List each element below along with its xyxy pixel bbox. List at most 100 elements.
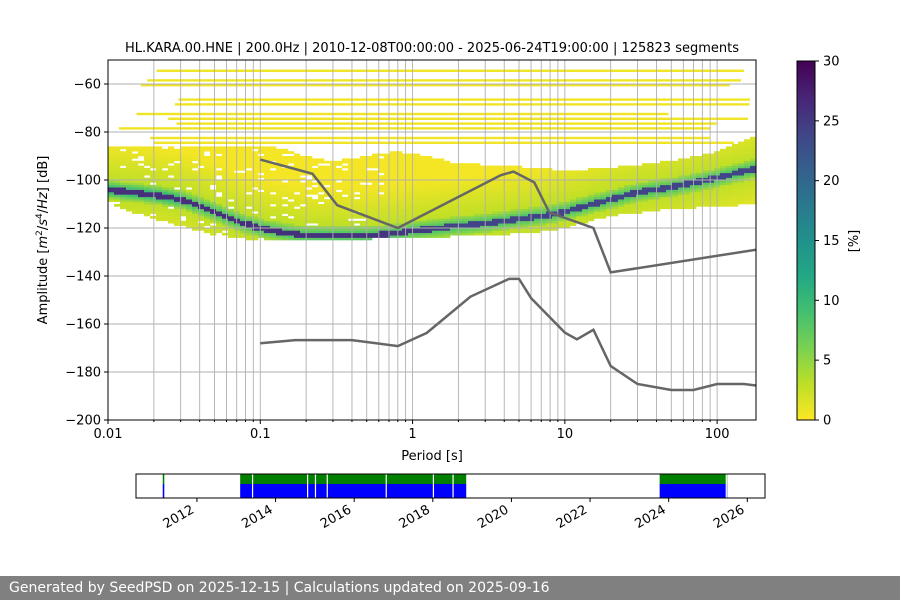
- heatmap-cell: [438, 201, 445, 205]
- heatmap-cell: [564, 172, 571, 176]
- heatmap-cell: [168, 216, 175, 219]
- heatmap-cell: [474, 225, 481, 229]
- heatmap-cell: [408, 232, 415, 236]
- heatmap-cell: [312, 199, 319, 202]
- heatmap-cell: [540, 168, 547, 171]
- heatmap-cell: [744, 139, 751, 142]
- heatmap-cell: [390, 168, 397, 171]
- heatmap-cell: [636, 168, 643, 171]
- heatmap-cell: [354, 158, 361, 162]
- heatmap-cell: [252, 156, 259, 159]
- heatmap-cell: [162, 196, 169, 200]
- heatmap-cell: [174, 177, 181, 181]
- heatmap-cell: [462, 180, 469, 183]
- heatmap-cell: [270, 170, 277, 174]
- heatmap-cell: [336, 230, 343, 234]
- heatmap-cell: [156, 170, 163, 174]
- heatmap-cell: [708, 153, 715, 157]
- heatmap-cell: [468, 223, 475, 226]
- heatmap-cell: [294, 165, 301, 169]
- heatmap-cell: [168, 160, 175, 164]
- heatmap-cell: [750, 160, 756, 164]
- heatmap-cell: [162, 177, 169, 181]
- heatmap-cell: [462, 175, 469, 178]
- heatmap-cell: [486, 208, 493, 212]
- heatmap-cell: [132, 168, 139, 171]
- heatmap-cell: [300, 218, 307, 222]
- heatmap-cell: [666, 201, 673, 205]
- heatmap-cell: [108, 172, 115, 176]
- heatmap-cell: [726, 175, 733, 178]
- heatmap-cell: [216, 208, 223, 212]
- heatmap-cell: [372, 194, 379, 198]
- heatmap-cell: [306, 225, 313, 229]
- heatmap-cell: [420, 199, 427, 202]
- heatmap-cell: [654, 199, 661, 202]
- heatmap-cell: [276, 213, 283, 217]
- heatmap-cell: [324, 170, 331, 174]
- heatmap-cell: [168, 184, 175, 188]
- heatmap-cell: [240, 228, 247, 231]
- heatmap-cell: [456, 232, 463, 236]
- heatmap-cell: [498, 192, 505, 195]
- heatmap-cell: [750, 170, 756, 174]
- heatmap-cell: [576, 184, 583, 188]
- heatmap-cell: [114, 196, 121, 200]
- heatmap-cell: [246, 170, 253, 174]
- heatmap-cell: [294, 160, 301, 164]
- availability-bar-blue: [659, 484, 728, 498]
- heatmap-cell: [522, 206, 529, 210]
- heatmap-cell: [414, 230, 421, 234]
- heatmap-cell: [510, 216, 517, 219]
- heatmap-cell: [126, 168, 133, 171]
- heatmap-cell: [276, 194, 283, 198]
- heatmap-cell: [228, 170, 235, 174]
- heatmap-cell: [492, 223, 499, 226]
- heatmap-cell: [126, 187, 133, 190]
- heatmap-cell: [474, 218, 481, 222]
- heatmap-cell: [618, 187, 625, 190]
- availability-tick-label: 2020: [475, 502, 511, 532]
- heatmap-cell: [288, 223, 295, 226]
- heatmap-cell: [612, 206, 619, 210]
- heatmap-cell: [324, 213, 331, 217]
- heatmap-cell: [492, 172, 499, 176]
- heatmap-cell: [744, 172, 751, 176]
- heatmap-cell: [648, 187, 655, 190]
- heatmap-cell: [288, 151, 295, 154]
- heatmap-cell: [174, 194, 181, 198]
- heatmap-cell: [138, 182, 145, 186]
- heatmap-cell: [456, 206, 463, 210]
- heatmap-cell: [738, 172, 745, 176]
- heatmap-cell: [702, 163, 709, 166]
- heatmap-cell: [462, 230, 469, 234]
- heatmap-cell: [414, 175, 421, 178]
- heatmap-cell: [372, 165, 379, 169]
- heatmap-cell: [258, 206, 265, 210]
- heatmap-cell: [336, 201, 343, 205]
- heatmap-cell: [150, 201, 157, 205]
- heatmap-cell: [114, 199, 121, 202]
- heatmap-cell: [552, 196, 559, 200]
- heatmap-cell: [414, 168, 421, 171]
- heatmap-cell: [252, 165, 259, 169]
- heatmap-cell: [456, 211, 463, 214]
- heatmap-cell: [540, 204, 547, 207]
- heatmap-cell: [162, 160, 169, 164]
- heatmap-cell: [108, 184, 115, 188]
- heatmap-cell: [318, 196, 325, 200]
- heatmap-cell: [498, 220, 505, 224]
- heatmap-cell: [240, 206, 247, 210]
- heatmap-cell: [222, 187, 229, 190]
- heatmap-cell: [282, 201, 289, 205]
- heatmap-cell: [744, 141, 751, 145]
- heatmap-cell: [696, 184, 703, 188]
- heatmap-cell: [744, 196, 751, 200]
- heatmap-cell: [222, 177, 229, 181]
- heatmap-cell: [390, 177, 397, 181]
- heatmap-cell: [222, 208, 229, 212]
- heatmap-cell: [222, 158, 229, 162]
- heatmap-cell: [162, 206, 169, 210]
- heatmap-cell: [624, 189, 631, 193]
- heatmap-cell: [258, 170, 265, 174]
